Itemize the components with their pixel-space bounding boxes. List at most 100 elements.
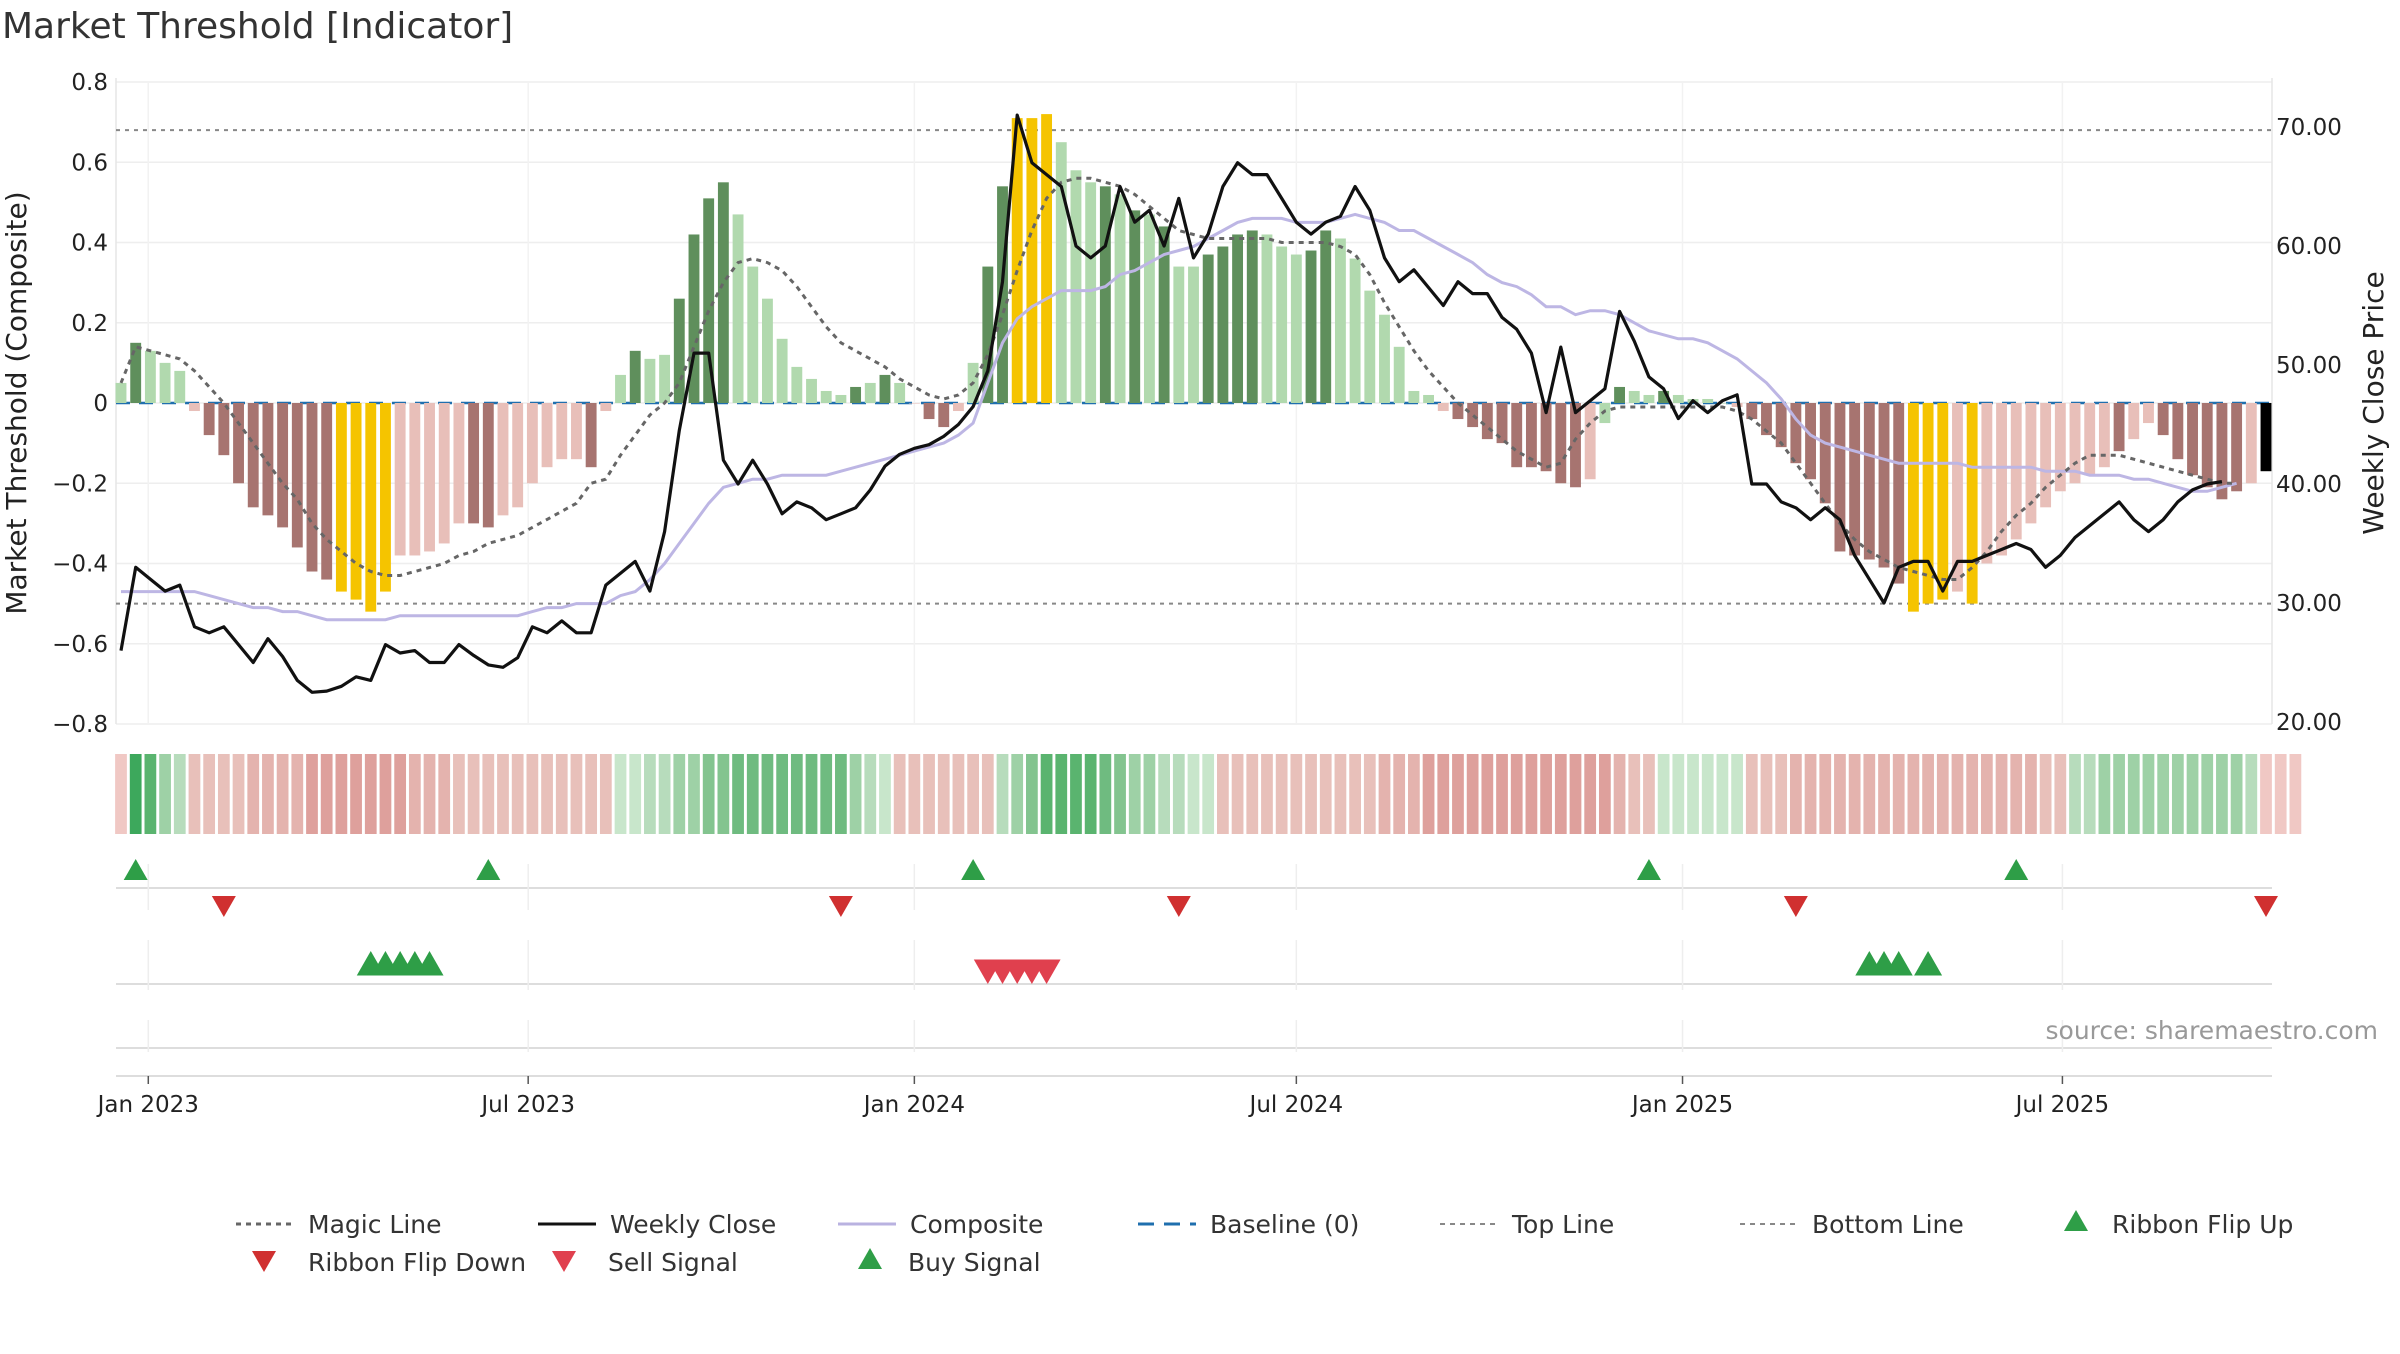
ribbon-flip-down-marker — [1783, 896, 1808, 917]
ribbon-cell — [1334, 754, 1347, 834]
composite-bar — [1202, 254, 1214, 403]
composite-bar — [1011, 118, 1023, 404]
composite-bar — [644, 358, 656, 403]
ribbon-cell — [732, 754, 744, 834]
ribbon-cell — [923, 754, 935, 834]
ribbon-cell — [790, 754, 803, 834]
composite-bar — [1026, 118, 1038, 404]
legend-item: Bottom Line — [1740, 1210, 1964, 1239]
ribbon-strip — [115, 754, 2302, 834]
ribbon-cell — [746, 754, 759, 834]
ribbon-cell — [1143, 754, 1156, 834]
legend-item: Baseline (0) — [1138, 1210, 1359, 1239]
ribbon-cell — [526, 754, 539, 834]
composite-bar — [1599, 403, 1611, 424]
ribbon-flip-down-marker — [2254, 896, 2278, 917]
composite-bar — [130, 342, 142, 403]
y-left-tick-label: 0 — [93, 391, 108, 417]
ribbon-flip-down-marker — [828, 896, 853, 917]
ribbon-cell — [1510, 754, 1523, 834]
composite-bar — [1364, 290, 1376, 403]
buy-signal-marker — [1884, 951, 1913, 976]
ribbon-cell — [673, 754, 686, 834]
ribbon-cell — [1936, 754, 1949, 834]
composite-bar — [1819, 403, 1831, 504]
ribbon-cell — [1158, 754, 1170, 834]
ribbon-cell — [2010, 754, 2023, 834]
composite-bar — [556, 403, 568, 460]
ribbon-cell — [1261, 754, 1273, 834]
composite-bar — [571, 403, 582, 460]
ribbon-cell — [1452, 754, 1464, 834]
ribbon-flip-down-marker — [1166, 896, 1191, 917]
composite-bar — [629, 350, 641, 403]
composite-bar — [1672, 394, 1684, 403]
ribbon-cell — [2274, 754, 2287, 834]
ribbon-cell — [394, 754, 407, 834]
ribbon-cell — [1319, 754, 1332, 834]
ribbon-cell — [1363, 754, 1376, 834]
composite-bar — [1379, 314, 1390, 403]
composite-bar — [2187, 403, 2198, 476]
composite-bar — [1937, 403, 1949, 600]
ribbon-cell — [379, 754, 392, 834]
composite-bar — [2069, 403, 2081, 484]
ribbon-cell — [276, 754, 289, 834]
ribbon-cell — [2245, 754, 2258, 834]
ribbon-cell — [511, 754, 524, 834]
ribbon-cell — [467, 754, 480, 834]
ribbon-cell — [1701, 754, 1714, 834]
ribbon-cell — [1099, 754, 1112, 834]
ribbon-cell — [1437, 754, 1450, 834]
composite-bar — [791, 366, 803, 403]
composite-bar — [615, 374, 626, 403]
ribbon-cell — [1231, 754, 1244, 834]
ribbon-cell — [497, 754, 509, 834]
y-right-tick-label: 50.00 — [2276, 353, 2342, 379]
composite-bar — [115, 382, 127, 403]
ribbon-cell — [2127, 754, 2140, 834]
composite-bar — [1320, 230, 1332, 403]
ribbon-cell — [761, 754, 774, 834]
composite-bar — [541, 403, 553, 468]
ribbon-flip-up-marker — [123, 859, 148, 880]
ribbon-cell — [1628, 754, 1641, 834]
composite-bar — [1305, 250, 1317, 403]
composite-bar — [879, 374, 891, 403]
ribbon-cell — [702, 754, 715, 834]
composite-bar — [1481, 403, 1493, 440]
ribbon-cell — [1172, 754, 1185, 834]
ribbon-cell — [291, 754, 304, 834]
composite-bar — [2231, 403, 2243, 492]
composite-bar — [2128, 403, 2140, 440]
composite-bar — [277, 403, 289, 528]
x-tick-label: Jan 2023 — [96, 1092, 199, 1118]
ribbon-cell — [1378, 754, 1391, 834]
legend-item: Ribbon Flip Down — [252, 1248, 526, 1277]
legend-label: Bottom Line — [1812, 1210, 1964, 1239]
legend-label: Ribbon Flip Up — [2112, 1210, 2293, 1239]
composite-bar — [1349, 258, 1361, 403]
y-axis-left-label: Market Threshold (Composite) — [0, 191, 33, 614]
ribbon-cell — [688, 754, 700, 834]
composite-bar — [335, 403, 347, 592]
ribbon-cell — [1128, 754, 1141, 834]
composite-bar — [2040, 403, 2052, 508]
ribbon-cell — [1643, 754, 1655, 834]
composite-bar — [1805, 403, 1816, 480]
ribbon-cell — [364, 754, 377, 834]
ribbon-cell — [1584, 754, 1597, 834]
ribbon-cell — [776, 754, 789, 834]
composite-bar — [2113, 403, 2125, 452]
legend-item: Composite — [838, 1210, 1043, 1239]
ribbon-cell — [438, 754, 451, 834]
composite-bar — [453, 403, 465, 524]
composite-bar — [703, 198, 715, 403]
ribbon-cell — [658, 754, 671, 834]
composite-bar — [1437, 403, 1449, 412]
composite-bar — [1496, 403, 1508, 444]
ribbon-cell — [1466, 754, 1479, 834]
composite-bar — [424, 403, 435, 552]
composite-bar — [1614, 386, 1625, 403]
composite-bar — [1893, 403, 1905, 584]
